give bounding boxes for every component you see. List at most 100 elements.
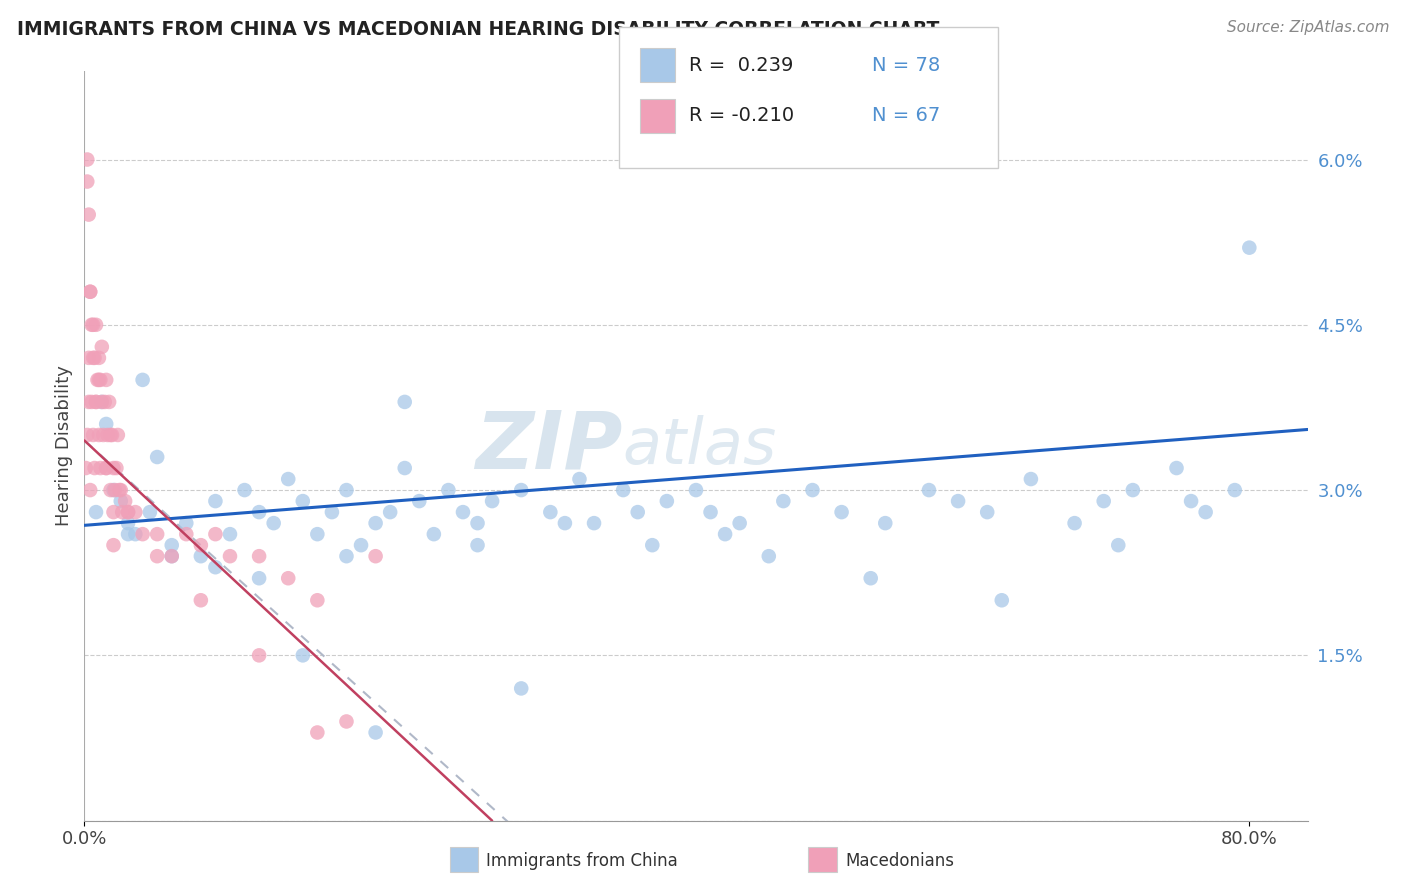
Point xyxy=(307,593,329,607)
Point xyxy=(1166,461,1188,475)
Point xyxy=(89,461,111,475)
Point xyxy=(976,505,998,519)
Point xyxy=(76,428,98,442)
Point xyxy=(831,505,853,519)
Text: Macedonians: Macedonians xyxy=(845,852,955,870)
Point xyxy=(437,483,460,497)
Text: Immigrants from China: Immigrants from China xyxy=(486,852,678,870)
Point xyxy=(321,505,343,519)
Point xyxy=(350,538,373,552)
Point xyxy=(801,483,824,497)
Point xyxy=(80,395,103,409)
Point xyxy=(612,483,634,497)
Point xyxy=(80,318,103,332)
Point xyxy=(568,472,591,486)
Point xyxy=(103,505,125,519)
Point xyxy=(82,428,104,442)
Point xyxy=(219,527,242,541)
Point xyxy=(307,725,329,739)
Point xyxy=(335,714,357,729)
Point xyxy=(204,560,226,574)
Point xyxy=(84,505,107,519)
Point xyxy=(714,527,737,541)
Point xyxy=(408,494,430,508)
Point xyxy=(93,395,115,409)
Point xyxy=(423,527,446,541)
Point xyxy=(160,549,183,564)
Point xyxy=(277,472,299,486)
Point xyxy=(277,571,299,585)
Text: R =  0.239: R = 0.239 xyxy=(689,55,793,75)
Point xyxy=(263,516,285,530)
Point xyxy=(1063,516,1085,530)
Point xyxy=(247,571,270,585)
Point xyxy=(728,516,751,530)
Point xyxy=(1223,483,1246,497)
Point xyxy=(131,373,153,387)
Point xyxy=(247,648,270,663)
Point xyxy=(100,483,122,497)
Point xyxy=(82,318,104,332)
Point xyxy=(467,516,489,530)
Point xyxy=(394,461,416,475)
Point xyxy=(583,516,606,530)
Point xyxy=(190,549,212,564)
Point xyxy=(1180,494,1202,508)
Point xyxy=(96,373,118,387)
Point xyxy=(104,483,127,497)
Point xyxy=(79,285,101,299)
Point xyxy=(146,527,169,541)
Point xyxy=(467,538,489,552)
Point xyxy=(110,494,132,508)
Point xyxy=(84,395,107,409)
Text: Source: ZipAtlas.com: Source: ZipAtlas.com xyxy=(1226,20,1389,35)
Point xyxy=(84,395,107,409)
Point xyxy=(307,527,329,541)
Point xyxy=(117,505,139,519)
Point xyxy=(87,428,110,442)
Point xyxy=(96,461,118,475)
Point xyxy=(111,505,134,519)
Point xyxy=(117,505,139,519)
Point xyxy=(655,494,678,508)
Point xyxy=(510,681,533,696)
Point xyxy=(100,428,122,442)
Point xyxy=(1019,472,1042,486)
Point xyxy=(335,483,357,497)
Point xyxy=(90,395,112,409)
Point xyxy=(335,549,357,564)
Point xyxy=(510,483,533,497)
Point xyxy=(481,494,503,508)
Point xyxy=(758,549,780,564)
Point xyxy=(627,505,650,519)
Point xyxy=(554,516,576,530)
Point xyxy=(291,494,314,508)
Point xyxy=(89,373,111,387)
Point xyxy=(105,461,128,475)
Point xyxy=(91,428,114,442)
Point xyxy=(859,571,882,585)
Point xyxy=(124,527,146,541)
Point xyxy=(174,516,197,530)
Point xyxy=(1107,538,1129,552)
Point xyxy=(76,153,98,167)
Point xyxy=(77,395,100,409)
Point xyxy=(117,516,139,530)
Point xyxy=(96,461,118,475)
Point xyxy=(96,417,118,431)
Point xyxy=(103,461,125,475)
Point xyxy=(75,461,97,475)
Point xyxy=(101,428,124,442)
Point xyxy=(160,549,183,564)
Point xyxy=(87,373,110,387)
Point xyxy=(84,318,107,332)
Point xyxy=(77,208,100,222)
Point xyxy=(79,483,101,497)
Point xyxy=(103,538,125,552)
Point xyxy=(107,428,129,442)
Point xyxy=(90,395,112,409)
Point xyxy=(82,351,104,365)
Point xyxy=(219,549,242,564)
Point xyxy=(174,527,197,541)
Point xyxy=(98,395,121,409)
